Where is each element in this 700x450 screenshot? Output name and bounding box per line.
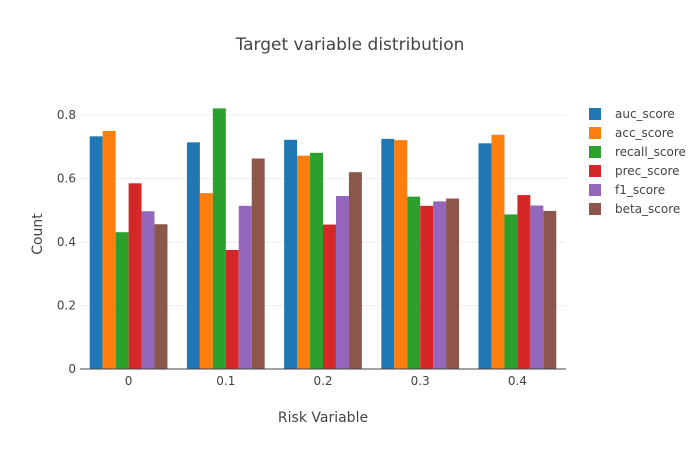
bar-acc-score bbox=[394, 140, 408, 369]
bar-prec-score bbox=[420, 205, 434, 369]
bar-recall-score bbox=[115, 232, 129, 369]
x-tick-label: 0.1 bbox=[216, 374, 235, 388]
legend-swatch bbox=[589, 127, 601, 139]
bar-f1-score bbox=[335, 195, 349, 369]
legend-swatch bbox=[589, 108, 601, 120]
bar-recall-score bbox=[407, 196, 421, 369]
x-tick-label: 0 bbox=[125, 374, 133, 388]
y-axis-ticks: 0 0.2 0.4 0.6 0.8 bbox=[57, 108, 76, 376]
legend-swatch bbox=[589, 165, 601, 177]
bar-beta-score bbox=[543, 210, 557, 369]
x-axis-ticks: 0 0.1 0.2 0.3 0.4 bbox=[125, 374, 527, 388]
legend-label: auc_score bbox=[615, 107, 675, 121]
legend-item[interactable]: acc_score bbox=[589, 126, 674, 140]
bar-f1-score bbox=[238, 205, 252, 369]
bar-auc-score bbox=[89, 136, 103, 369]
y-tick-label: 0.6 bbox=[57, 172, 76, 186]
legend-item[interactable]: recall_score bbox=[589, 145, 686, 159]
legend-label: recall_score bbox=[615, 145, 686, 159]
bar-f1-score bbox=[141, 211, 155, 369]
bars bbox=[89, 108, 557, 369]
legend-item[interactable]: prec_score bbox=[589, 164, 680, 178]
x-axis-title: Risk Variable bbox=[278, 410, 368, 426]
bar-recall-score bbox=[504, 214, 518, 369]
bar-recall-score bbox=[310, 152, 323, 369]
x-tick-label: 0.2 bbox=[313, 374, 332, 388]
bar-beta-score bbox=[446, 198, 460, 369]
legend-item[interactable]: beta_score bbox=[589, 202, 680, 216]
y-tick-label: 0.4 bbox=[57, 235, 76, 249]
bar-auc-score bbox=[478, 143, 492, 369]
bar-f1-score bbox=[433, 201, 447, 369]
x-tick-label: 0.4 bbox=[508, 374, 527, 388]
legend-swatch bbox=[589, 146, 601, 158]
bar-acc-score bbox=[199, 193, 213, 369]
y-tick-label: 0.8 bbox=[57, 108, 76, 122]
bar-prec-score bbox=[323, 224, 336, 369]
legend-label: f1_score bbox=[615, 183, 665, 197]
bar-beta-score bbox=[251, 158, 265, 369]
legend-label: prec_score bbox=[615, 164, 680, 178]
chart-title: Target variable distribution bbox=[235, 35, 465, 55]
bar-recall-score bbox=[212, 108, 226, 369]
bar-beta-score bbox=[348, 172, 362, 369]
bar-prec-score bbox=[517, 195, 531, 369]
legend-item[interactable]: auc_score bbox=[589, 107, 675, 121]
bar-acc-score bbox=[297, 155, 311, 369]
bar-acc-score bbox=[491, 134, 505, 369]
bar-prec-score bbox=[225, 249, 239, 369]
y-tick-label: 0 bbox=[68, 362, 76, 376]
bar-acc-score bbox=[102, 130, 116, 369]
legend-swatch bbox=[589, 184, 601, 196]
y-axis-title: Count bbox=[30, 213, 46, 255]
x-tick-label: 0.3 bbox=[411, 374, 430, 388]
bar-auc-score bbox=[381, 138, 395, 369]
y-tick-label: 0.2 bbox=[57, 299, 76, 313]
legend-label: acc_score bbox=[615, 126, 674, 140]
bar-f1-score bbox=[530, 205, 544, 369]
legend-item[interactable]: f1_score bbox=[589, 183, 665, 197]
bar-beta-score bbox=[154, 224, 168, 369]
bar-prec-score bbox=[128, 183, 142, 369]
legend-label: beta_score bbox=[615, 202, 680, 216]
bar-auc-score bbox=[284, 139, 298, 369]
bar-auc-score bbox=[186, 142, 200, 369]
legend: auc_score acc_score recall_score prec_score… bbox=[589, 107, 686, 216]
legend-swatch bbox=[589, 203, 601, 215]
